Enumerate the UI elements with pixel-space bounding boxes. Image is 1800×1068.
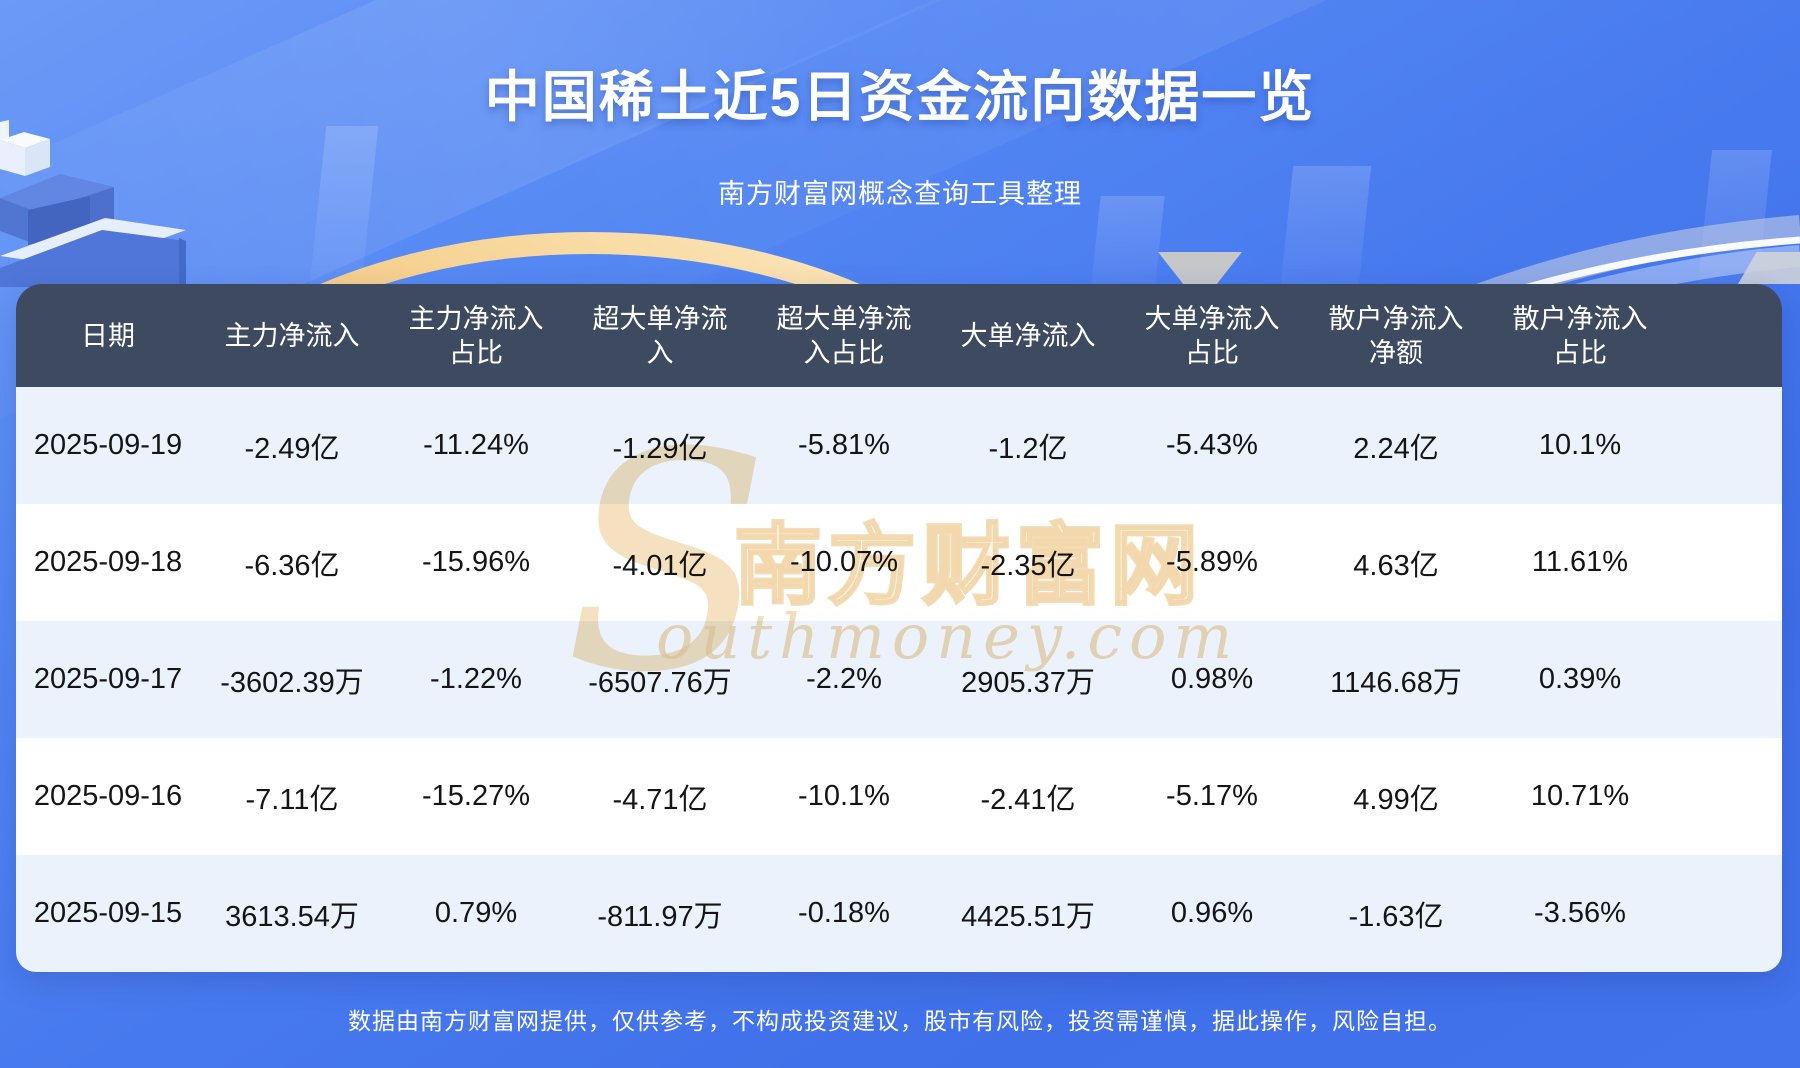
value-cell: 2.24亿 bbox=[1353, 432, 1439, 465]
value-cell: -2.35亿 bbox=[980, 549, 1076, 582]
value-cell: -2.49亿 bbox=[244, 432, 340, 465]
value-cell: -15.96% bbox=[421, 546, 530, 578]
value-cell: -4.01亿 bbox=[612, 549, 708, 582]
page-title: 中国稀土近5日资金流向数据一览 bbox=[484, 66, 1316, 128]
header-cell: 超大单净流 入 bbox=[592, 303, 728, 368]
value-cell: -4.71亿 bbox=[612, 783, 708, 816]
value-cell: 10.71% bbox=[1530, 780, 1630, 812]
value-cell: -7.11亿 bbox=[245, 783, 339, 816]
date-cell: 2025-09-16 bbox=[33, 780, 183, 812]
value-cell: 1146.68万 bbox=[1330, 666, 1462, 699]
header-cell: 散户净流入 净额 bbox=[1328, 303, 1464, 368]
value-cell: 4.99亿 bbox=[1353, 783, 1439, 816]
value-cell: -3602.39万 bbox=[220, 666, 364, 699]
value-cell: -5.43% bbox=[1166, 429, 1258, 461]
value-cell: -6.36亿 bbox=[244, 549, 340, 582]
header-cell: 大单净流入 占比 bbox=[1144, 303, 1280, 368]
header-cell: 大单净流入 bbox=[960, 320, 1096, 351]
header-cell: 主力净流入 占比 bbox=[408, 303, 544, 368]
value-cell: -6507.76万 bbox=[588, 666, 732, 699]
value-cell: -2.41亿 bbox=[980, 783, 1076, 816]
table-row: 2025-09-15 3613.54万 0.79% -811.97万 -0.18% 442… bbox=[16, 855, 1782, 972]
value-cell: -3.56% bbox=[1534, 897, 1626, 929]
value-cell: 4.63亿 bbox=[1353, 549, 1439, 582]
header-cell: 主力净流入 bbox=[224, 320, 360, 351]
value-cell: -10.07% bbox=[789, 546, 898, 578]
gray-corner-shape bbox=[1738, 252, 1800, 284]
value-cell: -5.17% bbox=[1166, 780, 1258, 812]
footer-disclaimer: 数据由南方财富网提供，仅供参考，不构成投资建议，股市有风险，投资需谨慎，据此操作… bbox=[348, 1008, 1452, 1034]
value-cell: -1.22% bbox=[430, 663, 522, 695]
date-cell: 2025-09-18 bbox=[33, 546, 183, 578]
header-cell: 散户净流入 占比 bbox=[1512, 303, 1648, 368]
table-row: 2025-09-18 -6.36亿 -15.96% -4.01亿 -10.07% -2.3… bbox=[16, 504, 1782, 621]
value-cell: -0.18% bbox=[798, 897, 890, 929]
value-cell: -5.81% bbox=[798, 429, 890, 461]
table-row: 2025-09-17 -3602.39万 -1.22% -6507.76万 -2.2% 2… bbox=[16, 621, 1782, 738]
value-cell: -1.29亿 bbox=[612, 432, 708, 465]
table-header-row: 日期 主力净流入 主力净流入 占比 超大单净流 入超大单净流 入占比 大单净流入 大单净流… bbox=[16, 284, 1782, 387]
value-cell: -5.89% bbox=[1166, 546, 1258, 578]
value-cell: -811.97万 bbox=[597, 900, 723, 933]
value-cell: 3613.54万 bbox=[225, 900, 359, 933]
value-cell: 0.39% bbox=[1538, 663, 1622, 695]
value-cell: -15.27% bbox=[421, 780, 530, 812]
page-subtitle: 南方财富网概念查询工具整理 bbox=[718, 179, 1082, 209]
gray-podium-shape bbox=[1158, 252, 1242, 284]
table-row: 2025-09-16 -7.11亿 -15.27% -4.71亿 -10.1% -2.41… bbox=[16, 738, 1782, 855]
value-cell: -10.1% bbox=[798, 780, 890, 812]
value-cell: 0.79% bbox=[434, 897, 518, 929]
value-cell: 0.98% bbox=[1170, 663, 1254, 695]
header-cell: 日期 bbox=[81, 320, 135, 351]
header-cell: 超大单净流 入占比 bbox=[776, 303, 912, 368]
date-cell: 2025-09-15 bbox=[33, 897, 183, 929]
value-cell: 2905.37万 bbox=[961, 666, 1095, 699]
value-cell: 10.1% bbox=[1538, 429, 1622, 461]
value-cell: 11.61% bbox=[1531, 546, 1629, 578]
value-cell: 0.96% bbox=[1170, 897, 1254, 929]
date-cell: 2025-09-17 bbox=[33, 663, 183, 695]
value-cell: 4425.51万 bbox=[961, 900, 1095, 933]
table-row: 2025-09-19 -2.49亿 -11.24% -1.29亿 -5.81% -1.2亿… bbox=[16, 387, 1782, 504]
date-cell: 2025-09-19 bbox=[33, 429, 183, 461]
value-cell: -11.24% bbox=[423, 429, 529, 461]
value-cell: -2.2% bbox=[806, 663, 882, 695]
table-body: 2025-09-19 -2.49亿 -11.24% -1.29亿 -5.81% -1.2亿… bbox=[16, 387, 1782, 972]
fund-flow-table: 日期 主力净流入 主力净流入 占比 超大单净流 入超大单净流 入占比 大单净流入 大单净流… bbox=[16, 284, 1782, 972]
value-cell: -1.2亿 bbox=[988, 432, 1068, 465]
value-cell: -1.63亿 bbox=[1348, 900, 1444, 933]
